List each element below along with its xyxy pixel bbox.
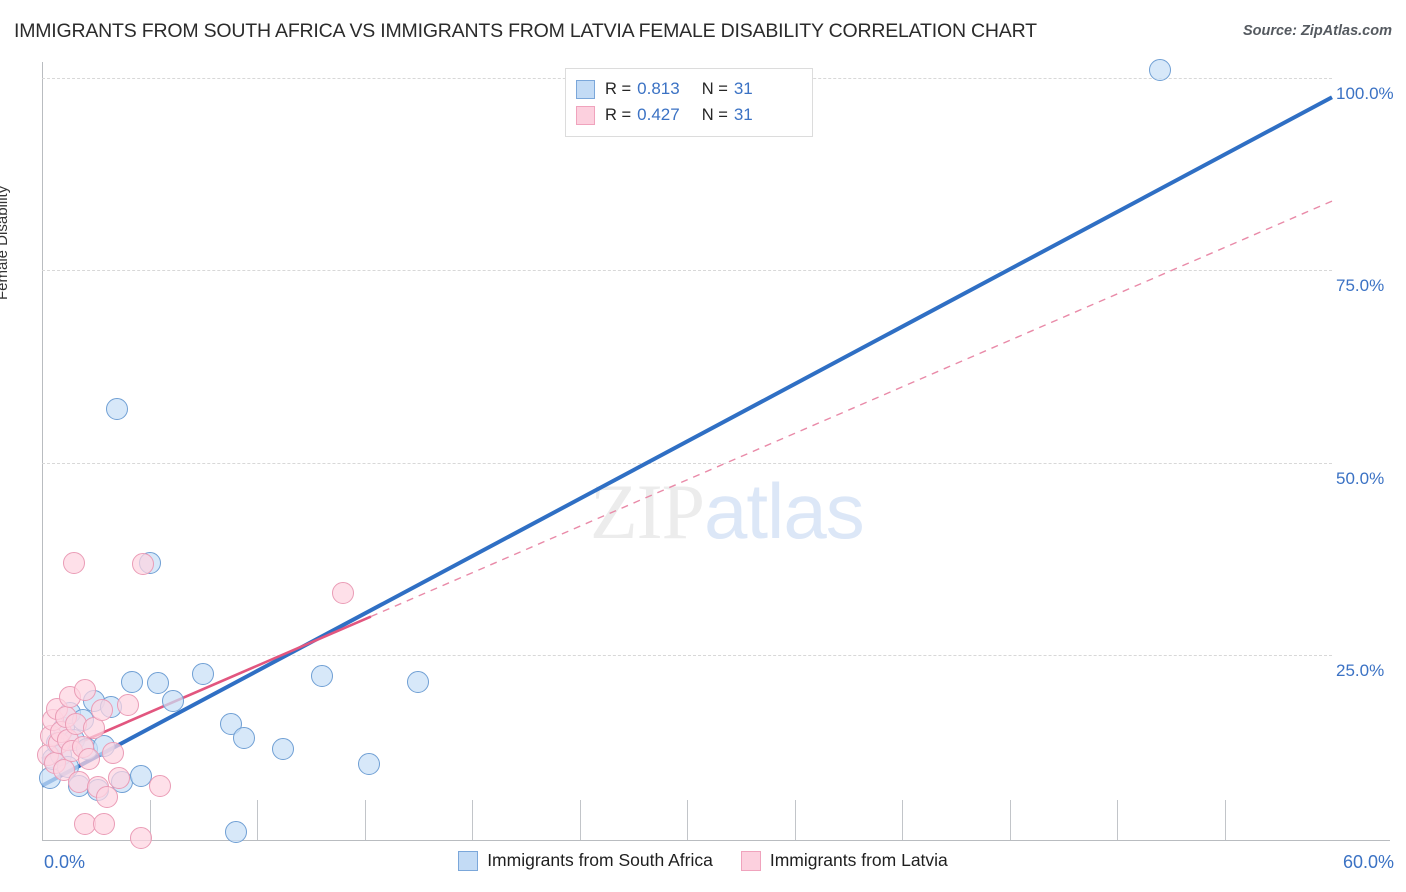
- x-tick-35: [794, 800, 796, 840]
- x-tick-10: [257, 800, 258, 840]
- x-axis-min-label: 0.0%: [44, 852, 86, 872]
- x-tick-50: [1117, 800, 1118, 840]
- x-tick-55: [1224, 800, 1226, 840]
- r-value-latvia: 0.427: [637, 105, 680, 124]
- scatter-point[interactable]: [108, 767, 131, 790]
- gridline-50: [42, 462, 1332, 464]
- scatter-point[interactable]: [129, 827, 152, 850]
- scatter-point[interactable]: [67, 770, 90, 793]
- x-tick-40: [902, 800, 903, 840]
- x-tick-25: [579, 800, 581, 840]
- scatter-point[interactable]: [74, 678, 96, 701]
- source-label: Source: ZipAtlas.com: [1242, 23, 1392, 39]
- n-value-latvia: 31: [733, 105, 753, 124]
- n-label-south-africa: N =: [701, 79, 728, 98]
- scatter-point[interactable]: [233, 727, 256, 750]
- page-title: IMMIGRANTS FROM SOUTH AFRICA VS IMMIGRAN…: [14, 20, 1037, 42]
- legend-label-south-africa: Immigrants from South Africa: [487, 850, 713, 870]
- scatter-point[interactable]: [224, 820, 247, 843]
- scatter-point[interactable]: [310, 664, 333, 687]
- swatch-south-africa-icon: [576, 79, 595, 99]
- scatter-point[interactable]: [93, 813, 116, 836]
- n-label-latvia: N =: [701, 105, 728, 124]
- chart-header: IMMIGRANTS FROM SOUTH AFRICA VS IMMIGRAN…: [0, 0, 1406, 56]
- gridline-25: [42, 655, 1332, 656]
- n-value-south-africa: 31: [733, 79, 753, 98]
- scatter-point[interactable]: [132, 553, 155, 576]
- legend-item-south-africa[interactable]: Immigrants from South Africa: [458, 850, 713, 871]
- correlation-stats-box: R = 0.813 N = 31 R = 0.427 N = 31: [565, 68, 813, 137]
- scatter-point[interactable]: [121, 670, 144, 693]
- scatter-point[interactable]: [129, 764, 152, 787]
- x-tick-30: [687, 800, 688, 840]
- gridline-75: [42, 270, 1332, 272]
- scatter-point[interactable]: [1149, 59, 1171, 82]
- watermark: ZIPatlas: [590, 466, 865, 557]
- scatter-point[interactable]: [78, 747, 101, 770]
- scatter-point[interactable]: [332, 582, 354, 605]
- scatter-point[interactable]: [101, 742, 124, 765]
- watermark-zip: ZIP: [590, 468, 705, 555]
- y-tick-label-50: 50.0%: [1336, 468, 1385, 488]
- scatter-point[interactable]: [149, 774, 172, 797]
- scatter-point[interactable]: [117, 694, 139, 716]
- scatter-point[interactable]: [162, 690, 185, 713]
- legend-item-latvia[interactable]: Immigrants from Latvia: [740, 850, 948, 871]
- stats-row-south-africa: R = 0.813 N = 31: [576, 76, 802, 102]
- stats-row-latvia: R = 0.427 N = 31: [576, 102, 802, 128]
- scatter-point[interactable]: [407, 670, 430, 693]
- y-tick-label-25: 25.0%: [1336, 661, 1385, 680]
- legend-label-latvia: Immigrants from Latvia: [769, 850, 948, 870]
- scatter-point[interactable]: [91, 699, 114, 722]
- x-tick-45: [1009, 800, 1011, 840]
- scatter-point[interactable]: [271, 737, 294, 760]
- x-tick-5: [149, 800, 151, 840]
- x-tick-20: [472, 800, 473, 840]
- scatter-point[interactable]: [192, 663, 215, 686]
- scatter-point[interactable]: [63, 551, 86, 574]
- legend-swatch-south-africa-icon: [458, 850, 479, 871]
- r-label-latvia: R =: [605, 105, 632, 124]
- legend-swatch-latvia-icon: [740, 850, 761, 871]
- scatter-point[interactable]: [95, 786, 118, 809]
- y-tick-label-75: 75.0%: [1336, 276, 1385, 296]
- scatter-point[interactable]: [147, 672, 170, 695]
- scatter-point[interactable]: [357, 753, 380, 776]
- swatch-latvia-icon: [576, 105, 595, 125]
- r-label-south-africa: R =: [605, 79, 632, 98]
- series-legend: Immigrants from South Africa Immigrants …: [0, 850, 1406, 871]
- r-value-south-africa: 0.813: [637, 79, 680, 98]
- x-axis-max-label: 60.0%: [1342, 852, 1394, 872]
- scatter-point[interactable]: [106, 397, 129, 420]
- x-tick-15: [364, 800, 366, 840]
- x-axis-line: [42, 840, 1390, 841]
- watermark-atlas: atlas: [704, 467, 865, 555]
- y-axis-title: Female Disability: [0, 185, 11, 300]
- y-tick-label-100: 100.0%: [1336, 84, 1394, 103]
